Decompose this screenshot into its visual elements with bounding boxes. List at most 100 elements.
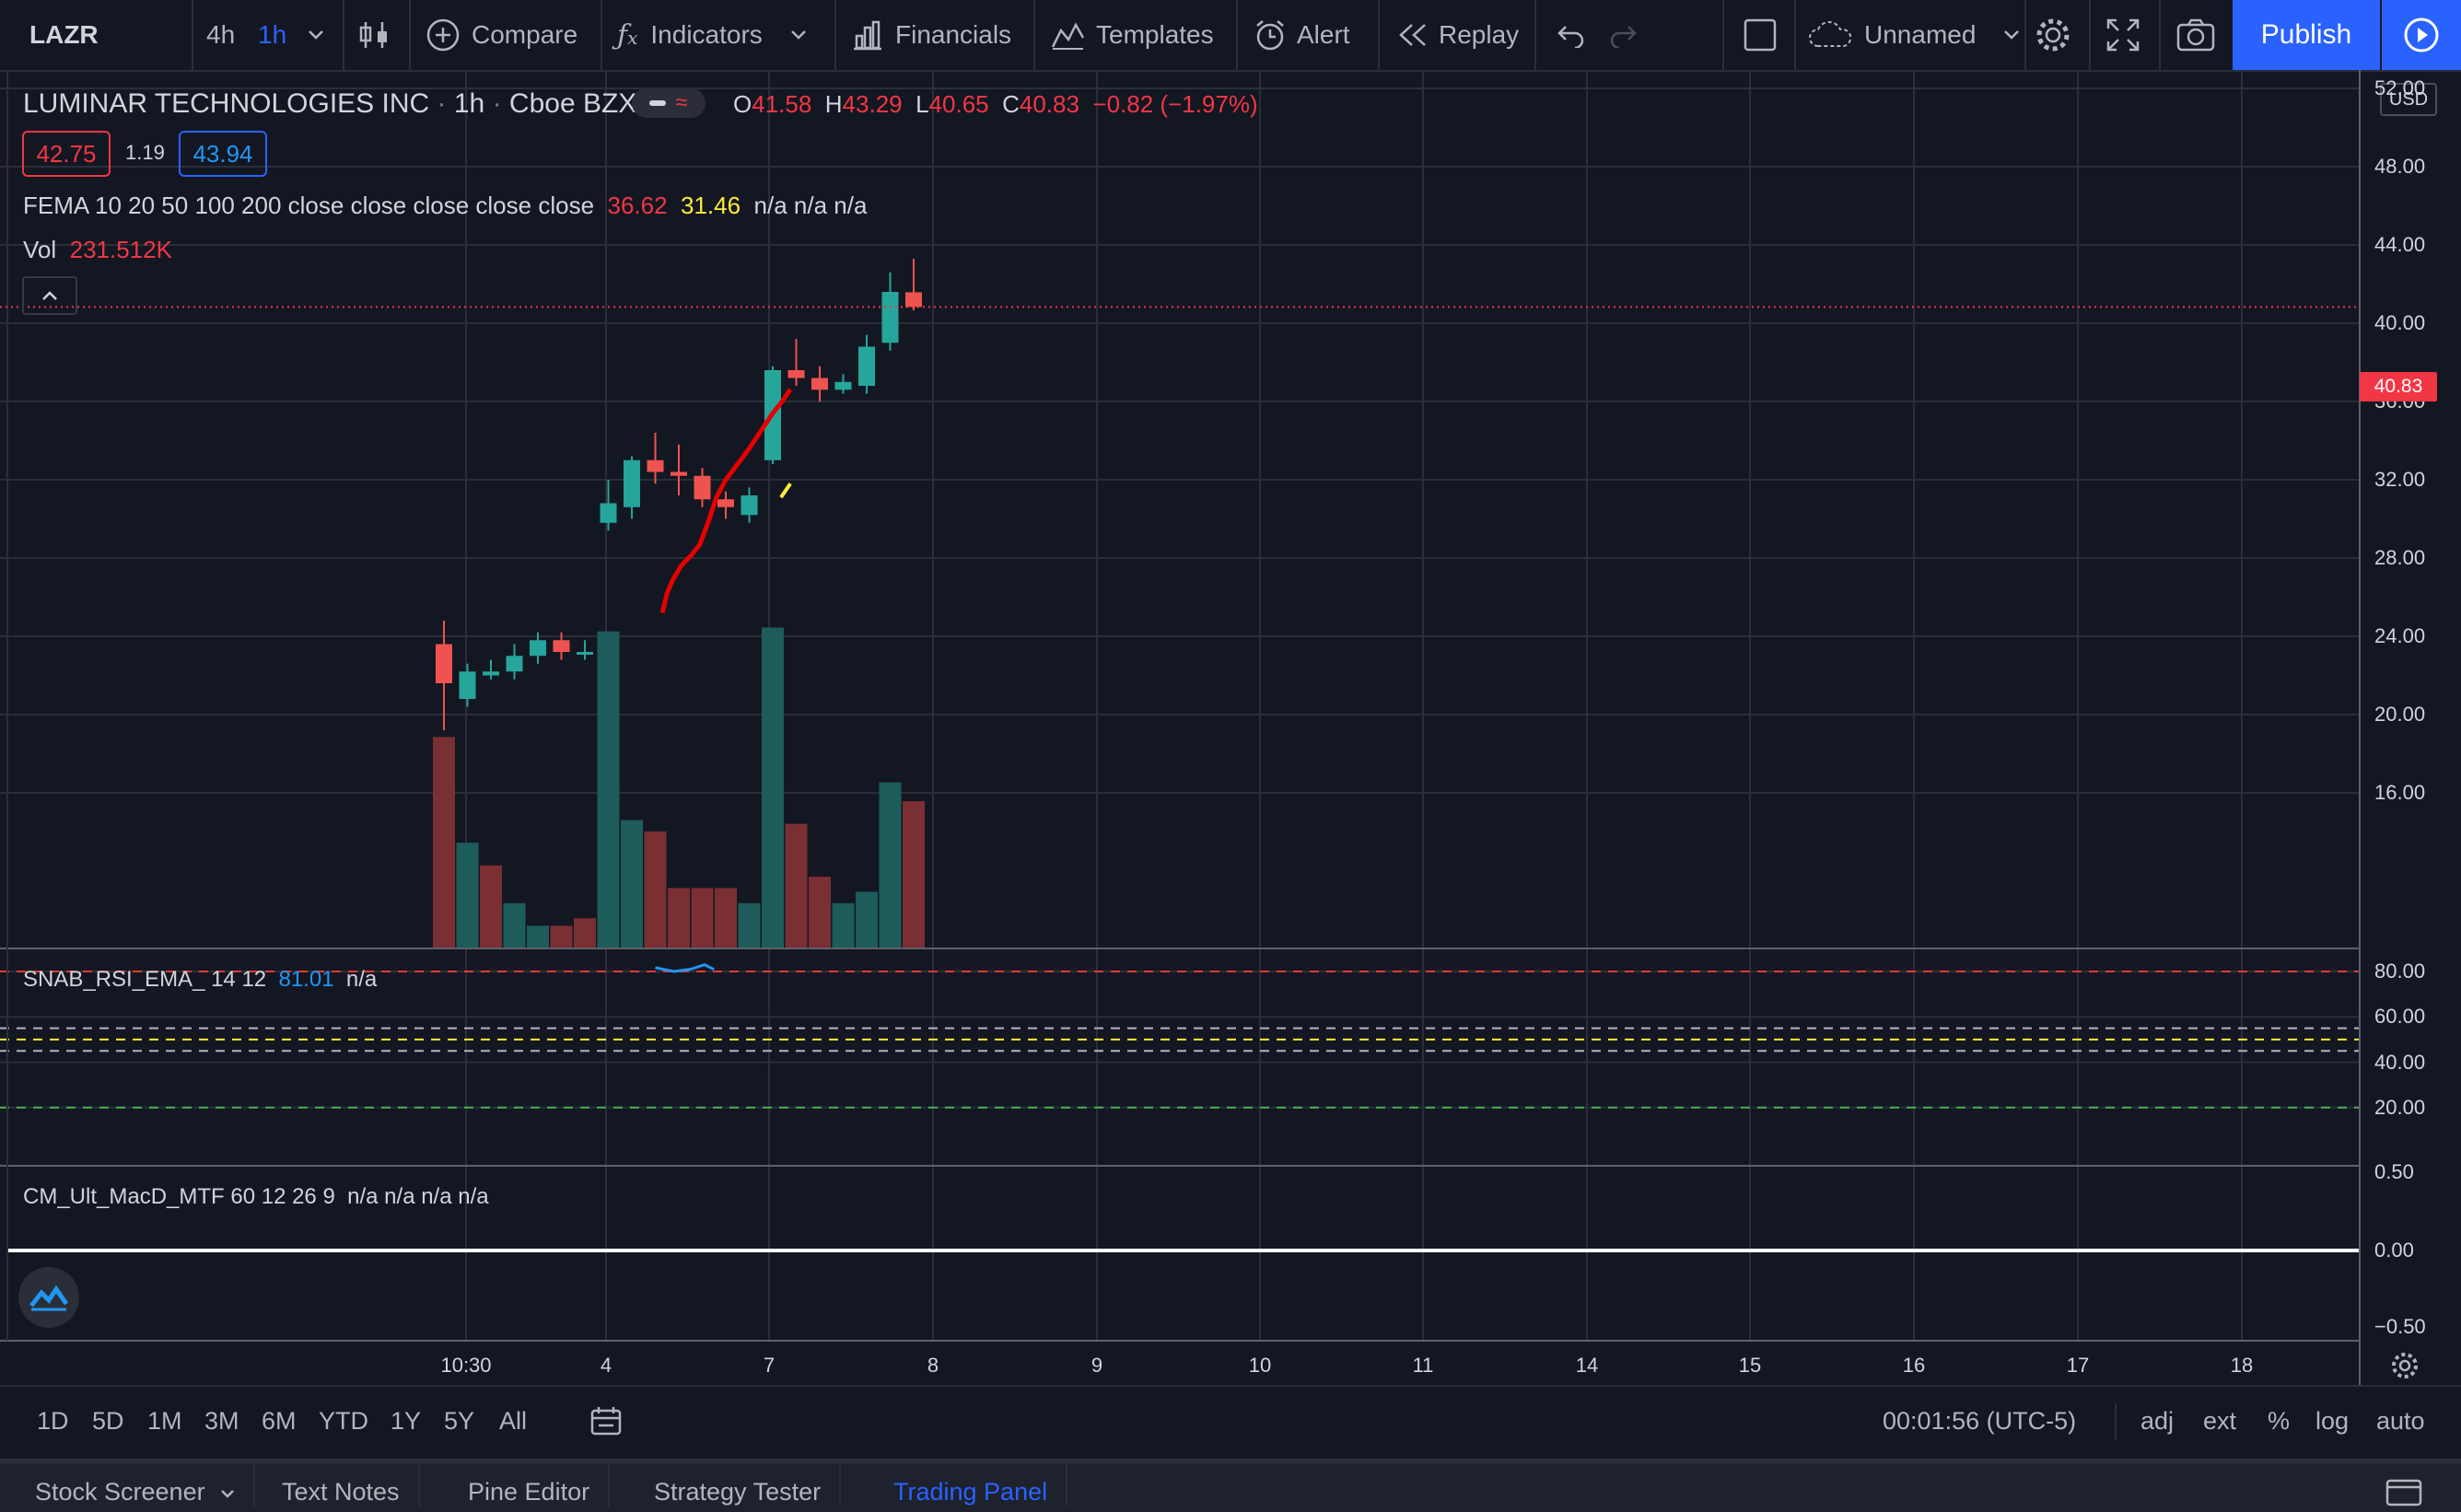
goto-date-calendar-icon[interactable] bbox=[589, 1385, 623, 1457]
rsi-legend[interactable]: SNAB_RSI_EMA_ 14 12 81.01 n/a bbox=[23, 967, 378, 992]
rsi-value-2: n/a bbox=[345, 967, 378, 992]
fullscreen-layout-square-icon[interactable] bbox=[1743, 0, 1778, 70]
candles-chart-type-icon[interactable] bbox=[357, 0, 391, 70]
symbol-description[interactable]: LUMINAR TECHNOLOGIES INC bbox=[23, 88, 430, 119]
interval-dropdown-chevron-icon[interactable] bbox=[308, 0, 324, 70]
fema-lines bbox=[659, 388, 793, 614]
rsi-line bbox=[655, 962, 715, 973]
play-circle-icon[interactable] bbox=[2382, 0, 2461, 70]
candle-body bbox=[647, 459, 664, 472]
interval-1h[interactable]: 1h bbox=[258, 20, 287, 49]
symbol-search[interactable]: LAZR bbox=[29, 20, 99, 49]
volume-bar bbox=[597, 631, 620, 948]
tab-stock-screener[interactable]: Stock Screener bbox=[17, 1464, 255, 1506]
time-tick-label: 7 bbox=[763, 1354, 776, 1377]
time-tick-label: 4 bbox=[600, 1354, 612, 1377]
chart-canvas[interactable] bbox=[0, 70, 2461, 1385]
range-button-1m[interactable]: 1M bbox=[147, 1406, 182, 1435]
ask-box[interactable]: 43.94 bbox=[179, 131, 267, 177]
rsi-tick-label: 20.00 bbox=[2374, 1095, 2426, 1119]
macd-tick-label: 0.00 bbox=[2374, 1239, 2414, 1262]
volume-bar bbox=[503, 902, 526, 948]
tab-pine-editor[interactable]: Pine Editor bbox=[449, 1464, 611, 1506]
tradingview-logo-icon[interactable] bbox=[18, 1267, 79, 1328]
currency-badge[interactable]: USD bbox=[2380, 83, 2437, 116]
volume-bar bbox=[809, 877, 831, 948]
collapse-legend-chevron-up-icon[interactable] bbox=[22, 276, 77, 315]
chart-frame bbox=[0, 70, 2361, 1385]
volume-bar bbox=[715, 888, 737, 948]
volume-bar bbox=[621, 820, 643, 948]
alert-button[interactable]: Alert bbox=[1253, 0, 1350, 70]
range-button-6m[interactable]: 6M bbox=[262, 1406, 297, 1435]
replay-button[interactable]: Replay bbox=[1396, 0, 1519, 70]
range-button-5y[interactable]: 5Y bbox=[444, 1406, 475, 1435]
volume-bar bbox=[527, 925, 549, 948]
templates-chart-icon bbox=[1050, 19, 1085, 51]
range-button-ytd[interactable]: YTD bbox=[319, 1406, 368, 1435]
tab-text-notes[interactable]: Text Notes bbox=[263, 1464, 420, 1506]
tab-trading-panel[interactable]: Trading Panel bbox=[875, 1464, 1068, 1506]
financials-bars-icon bbox=[851, 19, 884, 51]
tab-strategy-tester[interactable]: Strategy Tester bbox=[636, 1464, 842, 1506]
range-button-all[interactable]: All bbox=[499, 1406, 528, 1435]
price-tick-label: 44.00 bbox=[2374, 233, 2426, 256]
undo-icon[interactable] bbox=[1555, 0, 1586, 70]
scale-option-log[interactable]: log bbox=[2315, 1406, 2350, 1435]
interval-4h[interactable]: 4h bbox=[206, 20, 236, 49]
time-tick-label: 10 bbox=[1248, 1354, 1272, 1377]
candle-body bbox=[694, 475, 711, 500]
clock-timezone[interactable]: 00:01:56 (UTC-5) bbox=[1883, 1406, 2077, 1435]
axis-settings-gear-icon[interactable] bbox=[2389, 1350, 2420, 1386]
layout-name-button[interactable]: Unnamed bbox=[1807, 0, 2020, 70]
bottom-toolbar bbox=[0, 1385, 2461, 1459]
publish-button[interactable]: Publish bbox=[2233, 0, 2380, 70]
volume-legend[interactable]: Vol 231.512K bbox=[23, 236, 172, 263]
scale-option-ext[interactable]: ext bbox=[2203, 1406, 2237, 1435]
fullscreen-expand-icon[interactable] bbox=[2105, 0, 2140, 70]
scale-option-adj[interactable]: adj bbox=[2140, 1406, 2175, 1435]
time-tick-label: 15 bbox=[1738, 1354, 1762, 1377]
rsi-line bbox=[655, 962, 715, 973]
fema-legend[interactable]: FEMA 10 20 50 100 200 close close close … bbox=[23, 192, 868, 219]
macd-legend[interactable]: CM_Ult_MacD_MTF 60 12 26 9 n/a n/a n/a n… bbox=[23, 1184, 489, 1209]
scale-option-auto[interactable]: auto bbox=[2376, 1406, 2425, 1435]
ohlc-values: O41.58 H43.29 L40.65 C40.83 −0.82 (−1.97… bbox=[733, 90, 1258, 118]
fema-20-line bbox=[779, 483, 792, 499]
settings-gear-icon[interactable] bbox=[2034, 0, 2072, 70]
indicators-button[interactable]: ƒx Indicators bbox=[617, 0, 807, 70]
candle-body bbox=[741, 495, 758, 516]
candle-body bbox=[506, 656, 523, 672]
volume-bar bbox=[668, 888, 690, 948]
low-value: 40.65 bbox=[928, 90, 989, 118]
price-tick-label: 28.00 bbox=[2374, 546, 2426, 569]
range-button-3m[interactable]: 3M bbox=[204, 1406, 239, 1435]
bid-box[interactable]: 42.75 bbox=[22, 131, 111, 177]
candle-body bbox=[787, 370, 805, 378]
screener-chevron-icon bbox=[220, 1478, 235, 1506]
candle-body bbox=[459, 671, 476, 699]
compare-button[interactable]: Compare bbox=[426, 0, 577, 70]
price-tick-label: 32.00 bbox=[2374, 468, 2426, 491]
rewind-icon bbox=[1396, 21, 1429, 49]
close-value: 40.83 bbox=[1019, 90, 1079, 118]
scale-option-percent[interactable]: % bbox=[2268, 1406, 2291, 1435]
legend-toggle-pill[interactable]: ≈ bbox=[632, 88, 706, 118]
maximize-panel-icon[interactable] bbox=[2385, 1479, 2422, 1511]
rsi-tick-label: 80.00 bbox=[2374, 960, 2426, 983]
candle-body bbox=[624, 459, 640, 507]
last-price-label: 40.83 bbox=[2360, 372, 2437, 401]
fema-value-rest: n/a n/a n/a bbox=[753, 192, 868, 219]
range-button-1y[interactable]: 1Y bbox=[391, 1406, 422, 1435]
compare-label: Compare bbox=[472, 20, 578, 49]
range-button-5d[interactable]: 5D bbox=[92, 1406, 124, 1435]
snapshot-camera-icon[interactable] bbox=[2175, 0, 2216, 70]
legend-exchange: Cboe BZX bbox=[508, 88, 637, 119]
range-button-1d[interactable]: 1D bbox=[37, 1406, 69, 1435]
volume-bar bbox=[856, 891, 878, 948]
redo-icon[interactable] bbox=[1608, 0, 1639, 70]
candle-body bbox=[834, 381, 852, 390]
financials-button[interactable]: Financials bbox=[851, 0, 1011, 70]
fema-value-2: 31.46 bbox=[681, 192, 741, 219]
templates-button[interactable]: Templates bbox=[1050, 0, 1214, 70]
